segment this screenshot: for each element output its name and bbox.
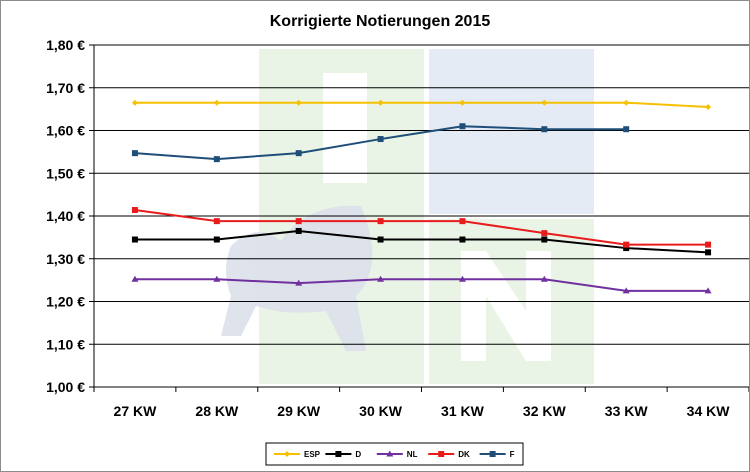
legend-entry-d: D: [325, 450, 361, 459]
legend-label: DK: [458, 450, 470, 459]
y-tick-label: 1,00 €: [46, 379, 85, 395]
data-point: [131, 99, 138, 106]
legend-entry-nl: NL: [376, 450, 418, 459]
x-tick-label: 27 KW: [114, 403, 158, 419]
data-point: [213, 275, 221, 282]
legend-entry-esp: ESP: [274, 450, 321, 459]
series-line: [134, 101, 709, 108]
data-point: [459, 236, 466, 243]
x-tick-label: 34 KW: [687, 403, 731, 419]
series-group: [131, 99, 712, 294]
x-tick-label: 33 KW: [605, 403, 649, 419]
legend-label: F: [510, 450, 515, 459]
data-point: [213, 236, 220, 243]
legend-entry-dk: DK: [428, 450, 470, 459]
data-point: [213, 218, 220, 225]
data-point: [623, 126, 630, 133]
x-tick-label: 32 KW: [523, 403, 567, 419]
data-point: [213, 99, 220, 106]
data-point: [131, 150, 138, 157]
data-point: [459, 99, 466, 106]
data-point: [489, 451, 496, 457]
data-point: [295, 218, 302, 225]
data-point: [131, 236, 138, 243]
x-tick-label: 30 KW: [359, 403, 403, 419]
data-point: [541, 99, 548, 106]
data-point: [623, 245, 630, 252]
legend-label: NL: [407, 450, 418, 459]
y-axis-ticks: 1,00 € 1,10 € 1,20 € 1,30 € 1,40 € 1,50 € 1,60…: [46, 37, 94, 395]
data-point: [377, 236, 384, 243]
y-tick-label: 1,40 €: [46, 208, 85, 224]
x-axis-ticks: 27 KW 28 KW 29 KW 30 KW 31 KW 32 KW 33 KW 34 KW: [93, 387, 749, 419]
data-point: [459, 123, 466, 130]
data-point: [541, 126, 548, 133]
data-point: [295, 227, 302, 234]
legend-label: ESP: [304, 450, 321, 459]
data-point: [705, 249, 712, 256]
data-point: [705, 241, 712, 248]
y-tick-label: 1,30 €: [46, 251, 85, 267]
series-line: [134, 209, 709, 246]
data-point: [541, 230, 548, 237]
data-point: [623, 241, 630, 248]
series-line: [134, 278, 709, 292]
series-line: [134, 229, 709, 254]
data-point: [213, 156, 220, 163]
legend-label: D: [355, 450, 361, 459]
data-point: [295, 99, 302, 106]
data-point: [541, 236, 548, 243]
data-point: [295, 279, 303, 286]
data-point: [623, 99, 630, 106]
y-tick-label: 1,60 €: [46, 123, 85, 139]
data-point: [335, 451, 342, 457]
data-point: [377, 99, 384, 106]
data-point: [131, 207, 138, 214]
data-point: [386, 450, 394, 457]
data-point: [295, 150, 302, 157]
legend: ESP D NL DK F: [265, 442, 524, 466]
x-tick-label: 31 KW: [441, 403, 485, 419]
series-d: [131, 227, 712, 256]
y-tick-label: 1,50 €: [46, 165, 85, 181]
data-point: [459, 218, 466, 225]
data-point: [284, 451, 290, 457]
data-point: [458, 275, 466, 282]
series-f: [131, 123, 630, 163]
y-tick-label: 1,70 €: [46, 80, 85, 96]
x-tick-label: 29 KW: [277, 403, 321, 419]
series-dk: [131, 207, 712, 248]
data-point: [131, 275, 139, 282]
data-point: [377, 218, 384, 225]
data-point: [705, 103, 712, 110]
series-nl: [131, 275, 712, 294]
y-tick-label: 1,10 €: [46, 336, 85, 352]
chart-title: Korrigierte Notierungen 2015: [270, 13, 491, 30]
data-point: [704, 287, 712, 294]
data-point: [377, 275, 385, 282]
y-tick-label: 1,20 €: [46, 294, 85, 310]
data-point: [622, 287, 630, 294]
y-tick-label: 1,80 €: [46, 37, 85, 53]
x-tick-label: 28 KW: [195, 403, 239, 419]
data-point: [377, 136, 384, 143]
data-point: [540, 275, 548, 282]
series-esp: [131, 99, 712, 110]
legend-entry-f: F: [479, 450, 515, 459]
data-point: [438, 451, 445, 457]
